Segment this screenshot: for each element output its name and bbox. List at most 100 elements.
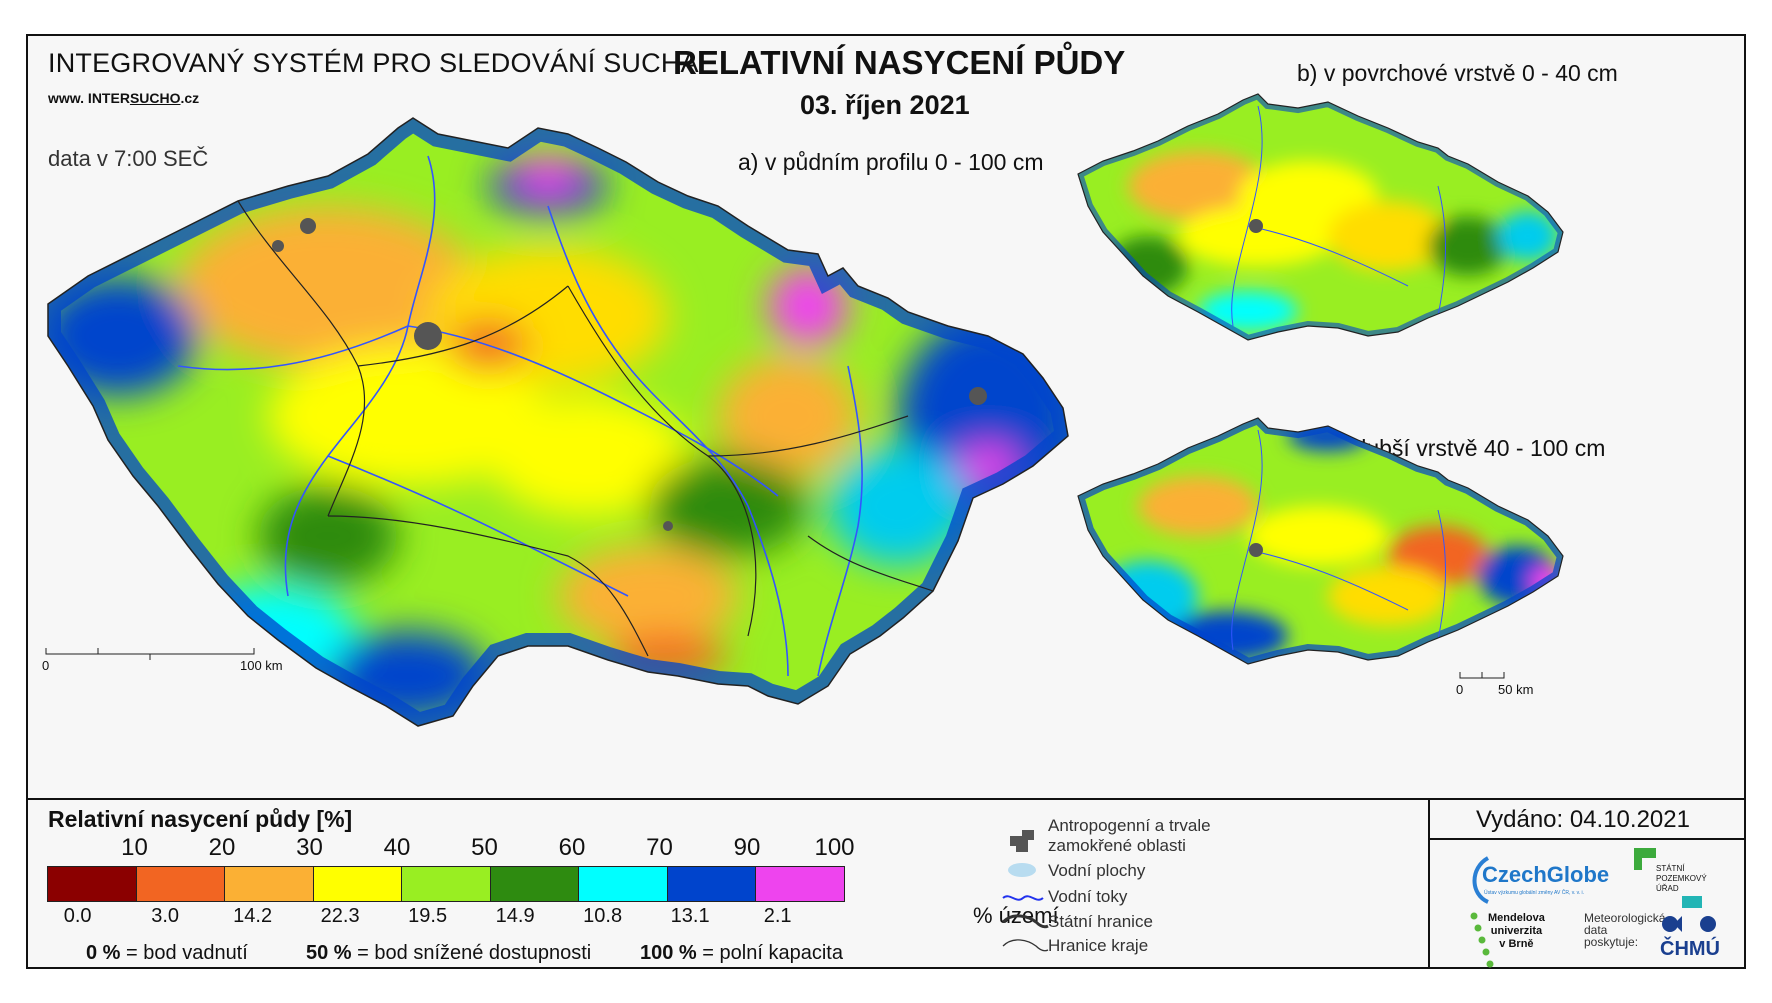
website-suffix: .cz [180, 90, 200, 106]
legend-class-8 [756, 867, 844, 901]
issued-date: Vydáno: 04.10.2021 [1476, 806, 1690, 833]
meteo-text: Meteorologická data poskytuje: [1584, 912, 1665, 948]
legend-share-2: 14.2 [233, 905, 273, 927]
issued-divider-horizontal [1428, 838, 1744, 840]
region-border-icon [1002, 939, 1049, 952]
legend-title: Relativní nasycení půdy [%] [48, 806, 353, 832]
data-time: data v 7:00 SEČ [48, 146, 209, 171]
scale-a-start: 0 [42, 658, 50, 673]
legend-tick-2: 30 [296, 834, 323, 861]
legend-region-border: Hranice kraje [1048, 936, 1149, 955]
mendel-dots-icon [1470, 912, 1494, 968]
czechglobe-logo[interactable]: CzechGlobe Ústav výzkumu globální změny … [1468, 850, 1610, 910]
legend-share-4: 19.5 [408, 905, 448, 927]
legend-share-7: 13.1 [670, 905, 710, 927]
scale-a-end: 100 km [240, 658, 283, 673]
spu-icon [1634, 848, 1656, 870]
chmu-logo[interactable]: Meteorologická data poskytuje: ČHMÚ [1584, 912, 1744, 968]
def-reduced: 50 % = bod snížené dostupnosti [306, 942, 591, 965]
legend-water-bodies: Vodní plochy [1048, 861, 1146, 880]
def-capacity: 100 % = polní kapacita [640, 942, 843, 965]
river-icon [1002, 895, 1044, 901]
legend-tick-4: 50 [471, 834, 498, 861]
legend-share-6: 10.8 [583, 905, 623, 927]
spu-logo[interactable]: STÁTNÍ POZEMKOVÝ ÚŘAD [1634, 848, 1724, 908]
legend-class-6 [579, 867, 668, 901]
map-date: 03. říjen 2021 [800, 90, 970, 120]
legend-class-5 [490, 867, 579, 901]
legend-tick-1: 20 [208, 834, 236, 861]
spu-line2: POZEMKOVÝ [1656, 874, 1707, 883]
czechglobe-text: CzechGlobe [1482, 862, 1610, 887]
legend-tick-6: 70 [646, 834, 673, 861]
def-100-text: = polní kapacita [702, 942, 843, 964]
main-title: RELATIVNÍ NASYCENÍ PŮDY [673, 44, 1126, 81]
def-0-text: = bod vadnutí [126, 942, 248, 964]
map-c-fill [1078, 418, 1563, 664]
mendel-line3: v Brně [1499, 938, 1534, 950]
issued-divider-vertical [1428, 800, 1430, 969]
legend-class-2 [225, 867, 314, 901]
spu-square-icon [1682, 896, 1702, 908]
legend-anthropogenic-2: zamokřené oblasti [1048, 836, 1186, 855]
legend-state-border: Státní hranice [1048, 912, 1153, 931]
legend-tick-3: 40 [383, 834, 411, 861]
legend-tick-0: 10 [121, 834, 148, 861]
mendel-logo[interactable]: Mendelova univerzita v Brně [1468, 910, 1578, 968]
website-prefix: www. INTER [48, 90, 130, 106]
anthropogenic-icon [1010, 830, 1034, 852]
website-link[interactable]: www. INTERSUCHO.cz [48, 90, 199, 106]
scale-c-start: 0 [1456, 682, 1464, 697]
chmu-text: ČHMÚ [1660, 938, 1720, 960]
legend-tick-8: 100 [814, 834, 855, 861]
mendel-line1: Mendelova [1488, 912, 1545, 924]
legend-class-4 [402, 867, 491, 901]
legend-divider [28, 798, 1744, 800]
legend-share-unit: % území [973, 903, 1059, 928]
map-a-label: a) v půdním profilu 0 - 100 cm [738, 149, 1044, 175]
website-underlined: SUCHO [129, 90, 181, 106]
scale-c-end: 50 km [1498, 682, 1534, 697]
spu-line1: STÁTNÍ [1656, 864, 1685, 873]
legend-share-1: 3.0 [151, 905, 180, 927]
map-a-state-border [47, 117, 1069, 727]
map-c-state-border [1077, 417, 1564, 665]
legend-class-7 [667, 867, 756, 901]
legend-share-8: 2.1 [763, 905, 792, 927]
def-50-value: 50 % [306, 942, 352, 964]
spu-line3: ÚŘAD [1656, 884, 1679, 893]
legend-share-0: 0.0 [63, 905, 92, 927]
mendel-line2: univerzita [1490, 925, 1543, 937]
def-0-value: 0 % [86, 942, 121, 964]
def-50-text: = bod snížené dostupnosti [357, 942, 592, 964]
meteo-line1: Meteorologická [1584, 911, 1666, 925]
meteo-line2: data [1584, 923, 1608, 937]
water-body-icon [1008, 863, 1036, 877]
czechglobe-subtext: Ústav výzkumu globální změny AV ČR, v. v… [1484, 890, 1585, 896]
legend-share-5: 14.9 [495, 905, 535, 927]
map-b-fill [1078, 94, 1563, 340]
map-a-soil-profile [45, 93, 1564, 727]
system-title: INTEGROVANÝ SYSTÉM PRO SLEDOVÁNÍ SUCHA [48, 48, 699, 78]
spu-text: STÁTNÍ POZEMKOVÝ ÚŘAD [1656, 864, 1707, 894]
map-b-label: b) v povrchové vrstvě 0 - 40 cm [1297, 60, 1618, 86]
scale-bar-c [1459, 672, 1505, 679]
legend-tick-7: 90 [733, 834, 761, 861]
meteo-line3: poskytuje: [1584, 935, 1639, 949]
czechglobe-arc-icon [1472, 856, 1490, 904]
scale-bar-a [45, 648, 255, 660]
legend-class-3 [313, 867, 402, 901]
legend-anthropogenic-1: Antropogenní a trvale [1048, 816, 1211, 835]
legend-tick-5: 60 [558, 834, 586, 861]
map-b-state-border [1077, 93, 1564, 341]
mendel-text: Mendelova univerzita v Brně [1488, 912, 1545, 951]
legend-class-0 [48, 867, 137, 901]
legend-color-bar [47, 866, 845, 902]
def-wilting: 0 % = bod vadnutí [86, 942, 248, 965]
def-100-value: 100 % [640, 942, 697, 964]
chmu-symbol-icon [1662, 916, 1716, 932]
map-a-fill [48, 118, 1068, 726]
legend-class-1 [136, 867, 225, 901]
legend-rivers: Vodní toky [1048, 887, 1128, 906]
map-frame: INTEGROVANÝ SYSTÉM PRO SLEDOVÁNÍ SUCHA w… [26, 34, 1746, 969]
